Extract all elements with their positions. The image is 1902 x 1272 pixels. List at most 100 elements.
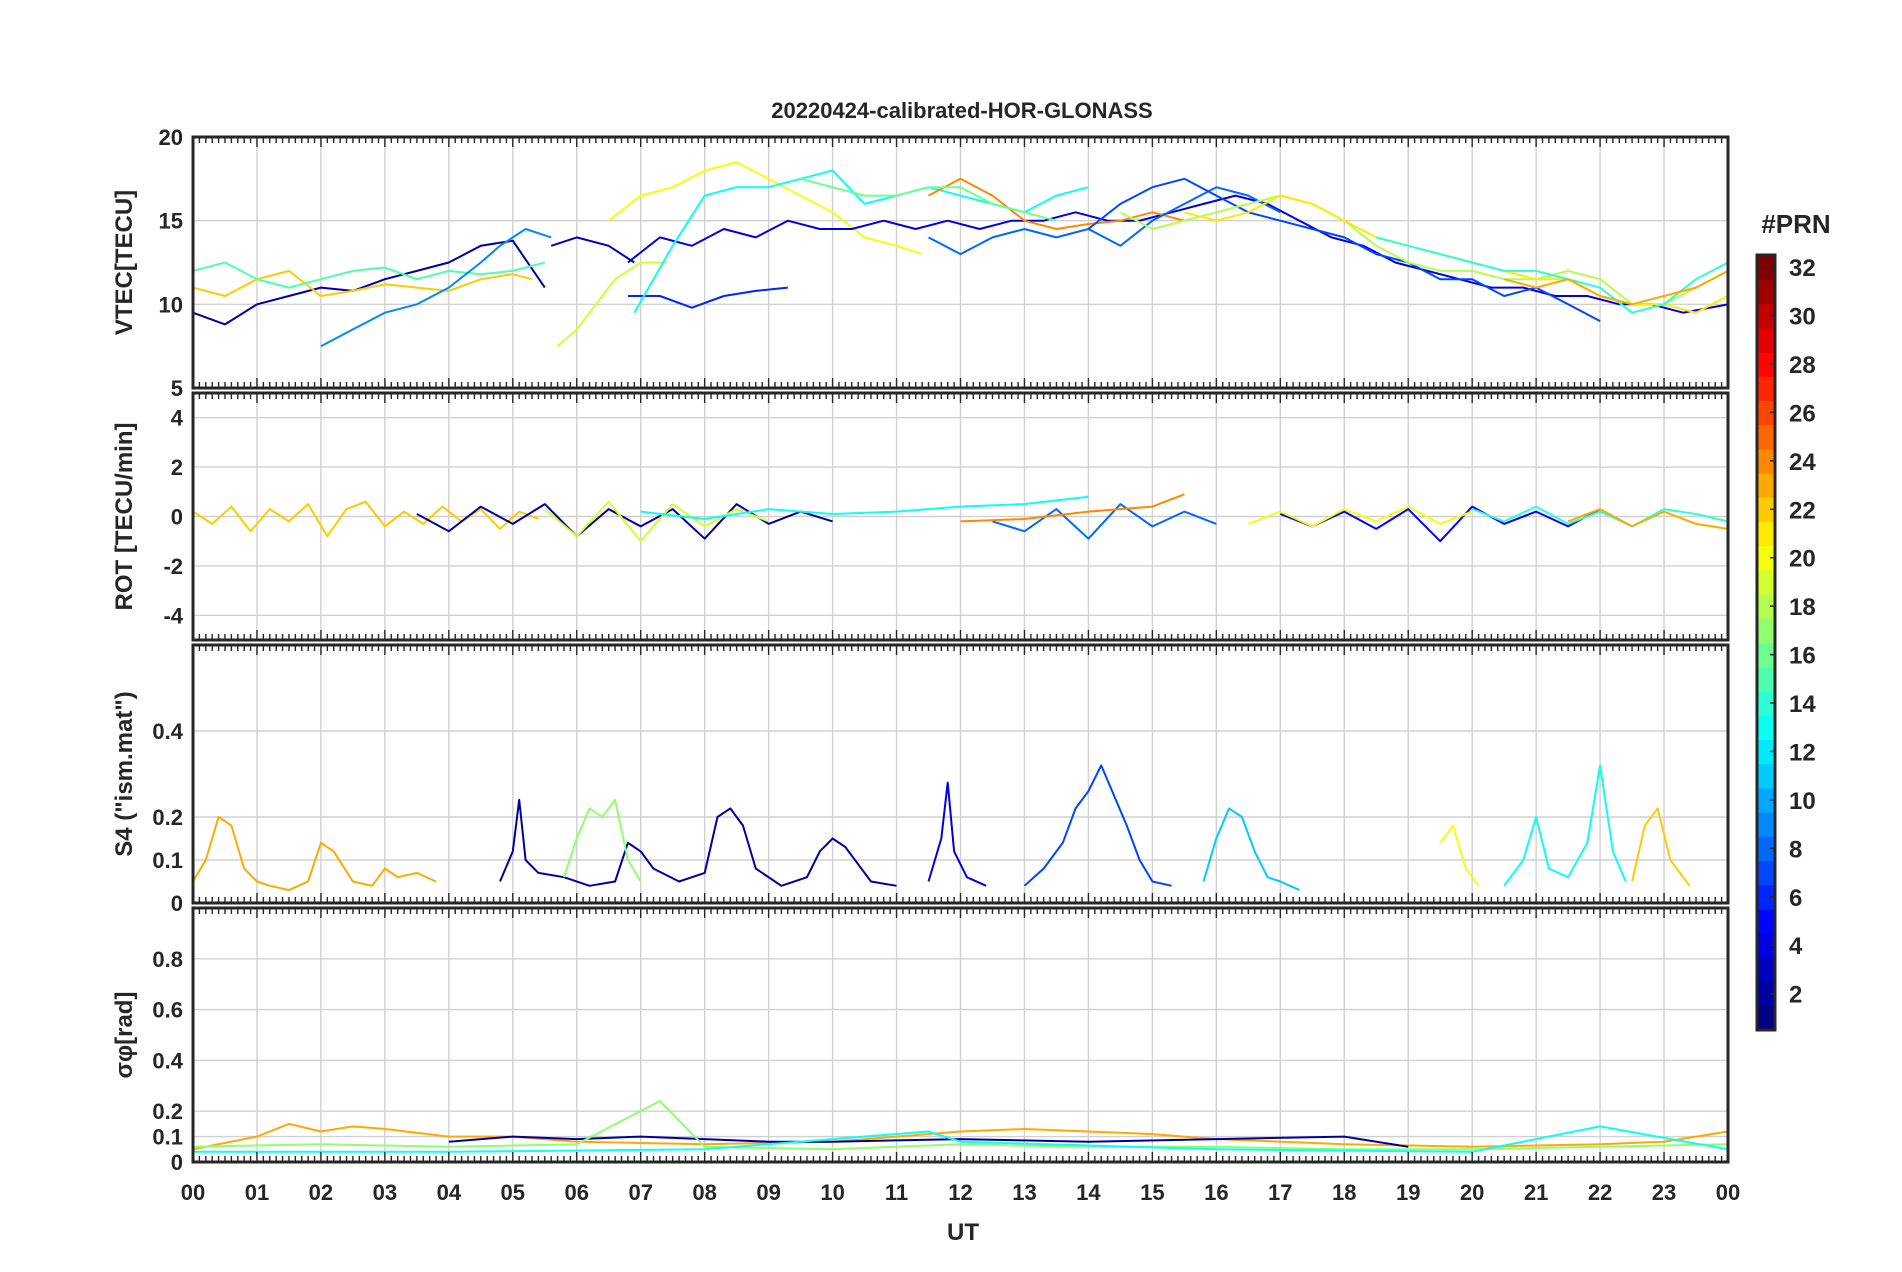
series-prn-2 — [499, 798, 897, 887]
x-tick-label: 11 — [885, 1180, 908, 1205]
x-tick-label: 13 — [1012, 1180, 1036, 1205]
panel-sigma_phi: 00.10.2 0.4 0.6 0.8 σφ[rad] — [111, 906, 1730, 1175]
colorbar-swatch — [1757, 472, 1775, 498]
series-prn-22 — [193, 269, 533, 297]
series-prn-20 — [1439, 824, 1480, 887]
series-prn-20 — [1247, 505, 1473, 528]
series-prn-8 — [992, 503, 1217, 540]
series-group — [193, 161, 1728, 348]
series-prn-6 — [627, 286, 788, 309]
series-prn-8 — [928, 186, 1281, 256]
colorbar-tick-label: 30 — [1789, 304, 1816, 331]
x-tick-label: 20 — [1460, 1180, 1484, 1205]
series-prn-19 — [544, 500, 769, 543]
colorbar-swatch — [1757, 303, 1775, 329]
x-tick-label: 12 — [948, 1180, 972, 1205]
colorbar-swatch — [1757, 739, 1775, 765]
y-tick-label: 0.4 — [152, 1048, 183, 1073]
series-prn-17 — [193, 1100, 1728, 1151]
colorbar-tick-label: 4 — [1789, 933, 1803, 960]
x-tick-label: 00 — [1716, 1180, 1740, 1205]
x-tick-label: 17 — [1268, 1180, 1292, 1205]
series-prn-23 — [1567, 508, 1728, 530]
colorbar-title: #PRN — [1761, 209, 1830, 239]
series-prn-11 — [1202, 807, 1300, 892]
y-tick-label: 0.2 — [152, 1099, 183, 1124]
x-tick-label: 06 — [565, 1180, 589, 1205]
series-prn-19 — [556, 261, 667, 347]
series-prn-14 — [1471, 505, 1728, 528]
figure-title: 20220424-calibrated-HOR-GLONASS — [771, 98, 1152, 123]
series-prn-23 — [193, 816, 437, 892]
colorbar-swatch — [1757, 569, 1775, 595]
series-prn-18 — [1119, 194, 1728, 306]
series-prn-24 — [928, 177, 1185, 230]
x-tick-label: 01 — [245, 1180, 269, 1205]
colorbar-swatch — [1757, 424, 1775, 450]
colorbar-frame — [1755, 253, 1777, 1032]
series-prn-5 — [1279, 505, 1601, 543]
panel-vtec: 5 10 15 20 VTEC[TECU] — [111, 125, 1730, 401]
colorbar-swatch — [1757, 763, 1775, 789]
x-axis-label: UT — [947, 1219, 979, 1246]
y-tick-label: 2 — [171, 455, 183, 480]
panel-s4: 0 0.1 0.2 0.4 S4 ("ism.mat") — [111, 643, 1730, 916]
series-prn-13 — [633, 169, 1089, 314]
colorbar-tick-label: 16 — [1789, 643, 1816, 670]
colorbar-tick-label: 28 — [1789, 352, 1816, 379]
series-prn-24 — [960, 493, 1185, 523]
series-group — [193, 1100, 1728, 1153]
series-prn-2 — [193, 239, 546, 326]
y-tick-label: 0.8 — [152, 947, 183, 972]
series-prn-2 — [416, 503, 833, 540]
y-axis-label: ROT [TECU/min] — [111, 423, 138, 611]
series-prn-13 — [640, 495, 1089, 520]
colorbar-swatch — [1757, 981, 1775, 1007]
colorbar-swatch — [1757, 255, 1775, 280]
x-tick-label: 22 — [1588, 1180, 1612, 1205]
y-tick-label: -4 — [163, 603, 183, 628]
series-prn-14 — [1375, 236, 1728, 314]
colorbar-tick-label: 32 — [1789, 255, 1816, 282]
y-axis-label: VTEC[TECU] — [111, 190, 138, 335]
x-tick-label: 07 — [628, 1180, 652, 1205]
colorbar-swatch — [1757, 908, 1775, 934]
colorbar-swatch — [1757, 787, 1775, 813]
x-tick-label: 14 — [1076, 1180, 1101, 1205]
colorbar-tick-label: 20 — [1789, 546, 1816, 573]
colorbar-tick-label: 6 — [1789, 885, 1802, 912]
x-tick-label: 05 — [501, 1180, 525, 1205]
colorbar-tick-label: 2 — [1789, 982, 1802, 1009]
y-tick-label: 5 — [171, 376, 183, 401]
colorbar-swatch — [1757, 642, 1775, 668]
colorbar-swatch — [1757, 545, 1775, 571]
x-tick-label: 16 — [1204, 1180, 1228, 1205]
series-prn-9 — [320, 228, 552, 348]
colorbar-swatch — [1757, 860, 1775, 886]
y-tick-label: 0 — [171, 891, 183, 916]
series-group — [193, 493, 1728, 543]
y-tick-label: 0.6 — [152, 998, 183, 1023]
colorbar-swatch — [1757, 497, 1775, 523]
colorbar-swatch — [1757, 618, 1775, 644]
y-tick-label: 4 — [171, 406, 184, 431]
colorbar-swatch — [1757, 376, 1775, 401]
colorbar-swatch — [1757, 279, 1775, 305]
colorbar-swatch — [1757, 836, 1775, 862]
y-tick-label: 10 — [159, 292, 183, 317]
colorbar-swatch — [1757, 594, 1775, 619]
series-prn-22 — [193, 500, 539, 538]
colorbar-swatch — [1757, 957, 1775, 983]
x-tick-label: 23 — [1652, 1180, 1676, 1205]
series-prn-23 — [1503, 270, 1728, 306]
x-tick-label: 19 — [1396, 1180, 1420, 1205]
y-tick-label: -2 — [163, 554, 183, 579]
x-tick-label: 10 — [820, 1180, 844, 1205]
colorbar-swatch — [1757, 1005, 1775, 1031]
series-prn-4 — [627, 194, 1728, 314]
series-prn-13 — [1503, 764, 1627, 887]
y-tick-label: 0 — [171, 505, 183, 530]
series-prn-17 — [563, 798, 642, 883]
